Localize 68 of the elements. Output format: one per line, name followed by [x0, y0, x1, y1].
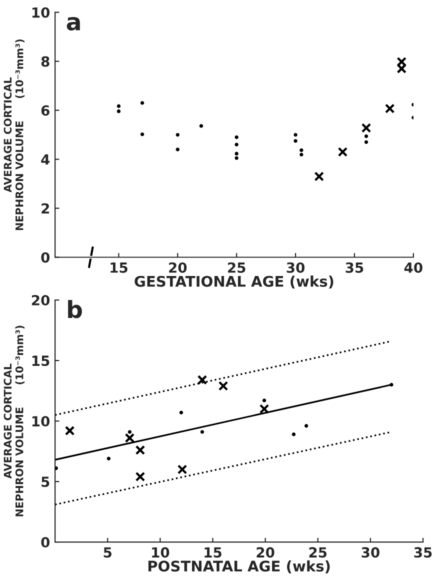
y-tick-label: 10	[32, 7, 50, 18]
point	[116, 104, 121, 108]
point	[294, 132, 298, 137]
point	[177, 464, 188, 474]
y-tick-label: 2	[42, 203, 49, 214]
y-tick-label: 5	[42, 476, 50, 488]
point	[361, 123, 372, 133]
y-axis-title: AVERAGE CORTICAL NEPHRON VOLUME (10⁻³mm³)	[4, 39, 25, 230]
x-axis-title: POSTNATAL AGE (wks)	[148, 560, 330, 574]
point	[294, 139, 298, 143]
x-tick-label: 30	[362, 547, 380, 558]
point	[234, 152, 238, 156]
point	[300, 152, 304, 156]
x-tick-label: 20	[169, 262, 187, 273]
y-tick-label: 8	[41, 56, 50, 67]
point	[140, 132, 144, 136]
point	[384, 104, 395, 114]
point	[338, 147, 348, 157]
x-tick-label: 30	[286, 262, 305, 273]
point	[218, 381, 228, 391]
y-tick-label: 4	[41, 154, 50, 165]
chart-title: a	[66, 17, 80, 31]
y-tick-label: 6	[41, 105, 50, 116]
point	[396, 64, 407, 74]
point	[234, 156, 238, 160]
y-tick-label: 15	[32, 356, 50, 366]
x-tick-label: 35	[414, 547, 432, 558]
point	[116, 109, 121, 114]
point	[300, 148, 304, 152]
y-tick-label: 0	[41, 537, 50, 548]
x-tick-label: 15	[110, 262, 128, 273]
point	[176, 148, 180, 152]
point	[304, 424, 308, 428]
point	[135, 472, 146, 482]
chart-title: b	[68, 300, 82, 318]
x-tick-label: 20	[256, 547, 274, 558]
point	[396, 56, 407, 67]
point	[179, 410, 184, 414]
point	[234, 135, 238, 140]
point	[259, 404, 270, 414]
point	[135, 445, 146, 455]
point	[124, 433, 135, 443]
point	[176, 132, 180, 137]
y-tick-label: 0	[41, 252, 50, 263]
x-tick-label: 5	[104, 547, 112, 558]
x-tick-label: 35	[346, 262, 364, 273]
x-tick-label: 15	[204, 547, 222, 558]
point	[234, 142, 238, 146]
x-axis-title: GESTATIONAL AGE (wks)	[134, 276, 334, 289]
point	[197, 374, 208, 385]
y-axis-title: AVERAGE CORTICAL NEPHRON VOLUME (10⁻³mm³)	[4, 326, 25, 516]
x-tick-label: 10	[152, 547, 170, 558]
x-tick-label: 40	[404, 262, 422, 273]
point	[200, 430, 204, 434]
point	[64, 426, 75, 436]
point	[106, 456, 111, 460]
point	[364, 134, 368, 138]
x-tick-label: 25	[309, 547, 327, 558]
point	[199, 124, 204, 128]
point	[262, 398, 266, 402]
x-tick-label: 25	[228, 262, 246, 273]
point	[128, 430, 132, 434]
point	[292, 432, 296, 436]
y-tick-label: 10	[32, 416, 50, 427]
point	[364, 140, 368, 144]
y-tick-label: 20	[32, 295, 50, 306]
point	[140, 101, 144, 105]
point	[314, 172, 324, 182]
